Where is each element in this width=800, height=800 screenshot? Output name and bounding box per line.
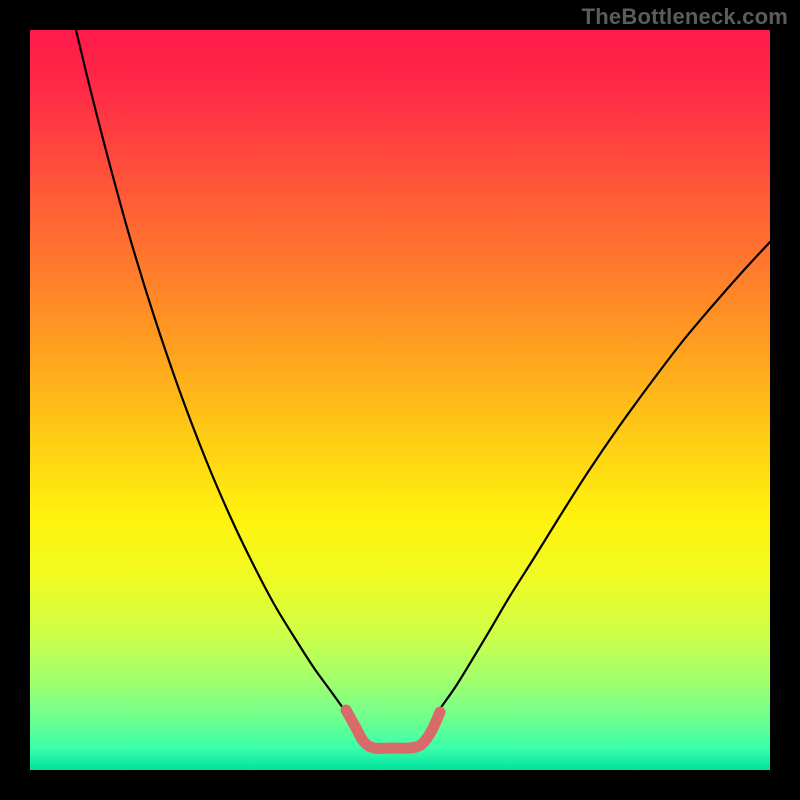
plot-area xyxy=(30,30,770,770)
gradient-background xyxy=(30,30,770,770)
watermark-text: TheBottleneck.com xyxy=(582,4,788,30)
chart-frame: TheBottleneck.com xyxy=(0,0,800,800)
plot-svg xyxy=(30,30,770,770)
